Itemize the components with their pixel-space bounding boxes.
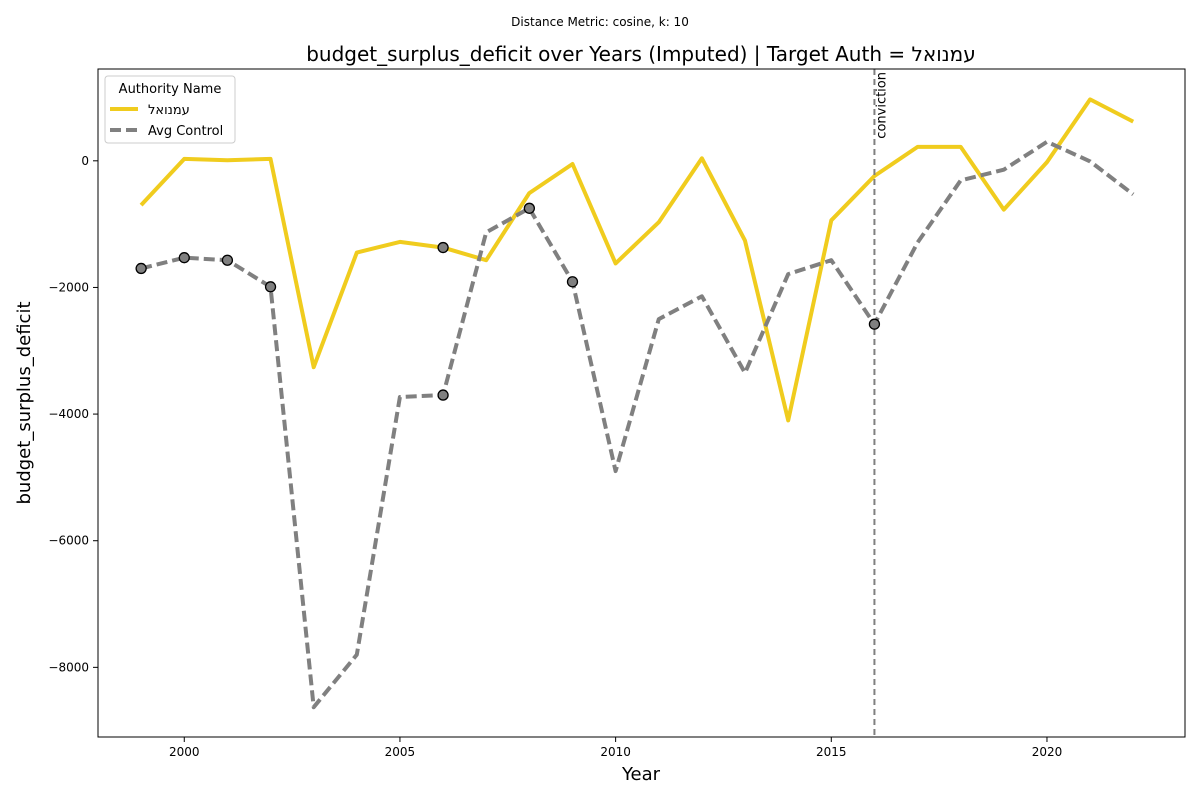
imputed-marker [264,281,277,293]
imputed-marker [566,276,579,288]
x-tick-label: 2010 [600,745,631,759]
vline-label: conviction [874,72,889,139]
x-tick-label: 2020 [1032,745,1063,759]
imputed-marker [221,254,234,266]
y-tick-label: −8000 [48,660,89,674]
legend-label-control: Avg Control [148,124,223,139]
y-tick-label: 0 [81,154,89,168]
imputed-marker [523,202,535,214]
series-line-avg-control [140,139,1135,710]
imputed-marker [437,241,449,254]
y-axis-label: budget_surplus_deficit [14,301,35,504]
y-tick-label: −4000 [48,407,89,421]
legend-title: Authority Name [119,82,222,97]
axes: 2000 2005 2010 2015 2020 0 −2000 −4000 −6000 −800… [48,154,1062,759]
chart-title: budget_surplus_deficit over Years (Imput… [306,42,976,66]
x-axis-label: Year [621,764,661,785]
series-line-target [139,97,1135,423]
legend-box [104,75,236,144]
chart-suptitle: Distance Metric: cosine, k: 10 [511,15,689,29]
y-tick-label: −6000 [48,534,89,548]
legend-label-target: עמנואל [148,103,190,118]
legend: Authority Name עמנואל Avg Control [104,75,236,144]
imputed-marker [178,252,190,264]
x-tick-label: 2015 [816,745,847,759]
plot-frame [97,68,1186,738]
x-tick-label: 2000 [169,745,200,759]
imputed-marker [437,389,449,401]
imputed-marker [868,318,881,330]
y-tick-label: −2000 [48,280,89,294]
x-tick-label: 2005 [385,745,416,759]
plot-area: conviction [135,69,1135,737]
imputed-marker [135,262,147,275]
